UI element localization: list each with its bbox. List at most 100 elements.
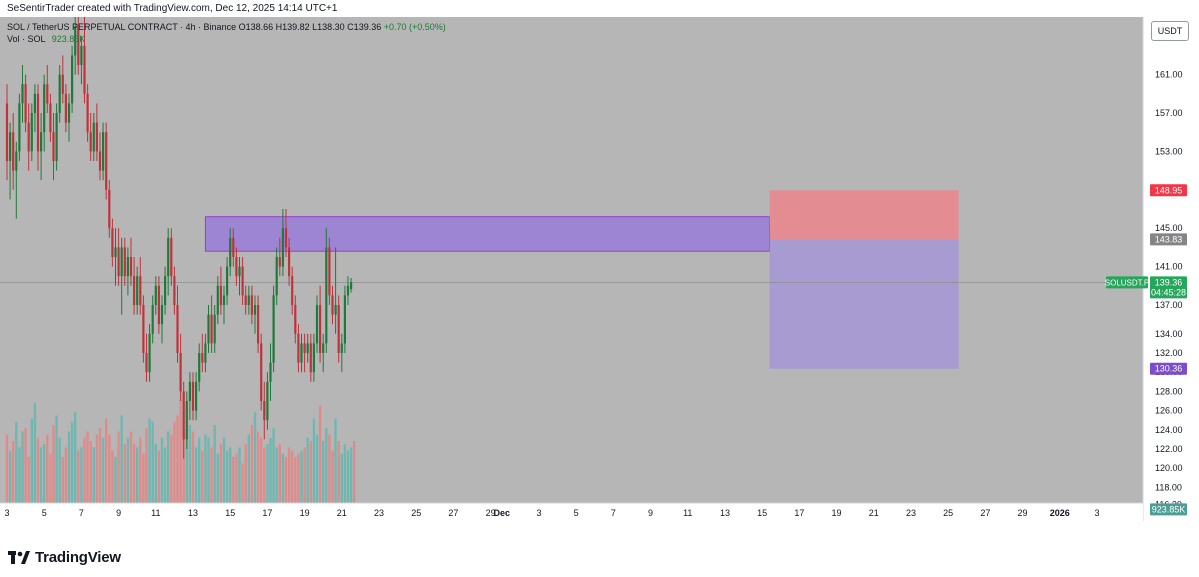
candle-body xyxy=(232,237,235,257)
volume-bar xyxy=(70,421,74,512)
time-tick-label: 5 xyxy=(42,508,47,518)
candle-body xyxy=(83,45,86,94)
candle-body xyxy=(247,295,250,305)
candle-body xyxy=(300,343,303,363)
volume-bar xyxy=(145,428,148,512)
candle-body xyxy=(129,257,133,277)
volume-bar xyxy=(207,437,210,512)
volume-bar xyxy=(58,437,61,512)
volume-bar xyxy=(30,418,33,512)
volume-bar xyxy=(61,457,64,512)
volume-bar xyxy=(247,434,250,512)
candle-body xyxy=(126,257,129,277)
candle-body xyxy=(120,247,123,277)
symbol-badge-label: SOLUSDT.P xyxy=(1105,278,1149,287)
volume-bar xyxy=(281,453,285,512)
candle-body xyxy=(315,305,319,344)
last-price-badge[interactable] xyxy=(1150,276,1187,299)
candle-body xyxy=(95,122,98,152)
volume-bar xyxy=(80,447,83,512)
candle-body xyxy=(61,74,64,94)
symbol-legend[interactable]: SOL / TetherUS PERPETUAL CONTRACT · 4h ·… xyxy=(7,22,446,32)
volume-bar xyxy=(173,421,176,512)
volume-bar xyxy=(86,431,89,512)
time-tick-label: 17 xyxy=(262,508,272,518)
volume-bar xyxy=(328,434,331,512)
candle-body xyxy=(148,333,151,373)
volume-bar xyxy=(238,447,241,512)
time-tick-label: 13 xyxy=(720,508,730,518)
candle-body xyxy=(80,45,83,65)
countdown-badge-label: 04:45:28 xyxy=(1151,287,1186,297)
volume-bar xyxy=(294,457,297,512)
volume-bar xyxy=(83,437,86,512)
volume-bar xyxy=(5,434,9,512)
time-tick-label: 21 xyxy=(337,508,347,518)
price-tick-label: 132.00 xyxy=(1155,348,1183,358)
candle-body xyxy=(244,295,247,305)
candle-body xyxy=(179,353,182,392)
price-tick-label: 153.00 xyxy=(1155,146,1183,156)
volume-bar xyxy=(101,437,105,512)
stop-price-badge[interactable] xyxy=(1150,184,1187,197)
stop-loss-zone[interactable] xyxy=(769,190,959,240)
tradingview-wordmark: TradingView xyxy=(35,549,121,566)
resistance-zone[interactable] xyxy=(204,216,771,252)
price-tick-label: 161.00 xyxy=(1155,70,1183,80)
candle-body xyxy=(291,276,294,305)
target-price-badge[interactable] xyxy=(1150,362,1187,375)
candle-body xyxy=(36,93,40,152)
volume-bar xyxy=(185,437,188,512)
time-tick-label: 9 xyxy=(648,508,653,518)
candle-body xyxy=(297,333,300,363)
candle-body xyxy=(294,305,297,334)
candle-body xyxy=(213,314,216,344)
target-price-badge-label: 130.36 xyxy=(1155,364,1183,374)
candle-body xyxy=(133,276,136,305)
entry-price-badge[interactable] xyxy=(1150,233,1187,246)
volume-bar xyxy=(167,431,170,512)
volume-bar xyxy=(334,418,337,512)
price-axis-background[interactable] xyxy=(1143,17,1199,521)
volume-bar xyxy=(52,425,55,512)
volume-bar xyxy=(27,457,30,512)
candle-body xyxy=(98,151,102,171)
symbol-badge[interactable] xyxy=(1106,276,1148,289)
candle-body xyxy=(108,189,111,229)
volume-badge[interactable] xyxy=(1150,503,1187,516)
volume-bar xyxy=(126,437,130,512)
price-tick-label: 157.00 xyxy=(1155,108,1183,118)
candle-body xyxy=(263,401,266,421)
volume-legend[interactable]: Vol · SOL 923.85K xyxy=(7,34,85,44)
volume-bar xyxy=(132,444,136,512)
candle-body xyxy=(114,247,117,257)
price-chart[interactable]: 165.00161.00157.00153.00145.00141.00137.… xyxy=(0,17,1199,521)
volume-bar xyxy=(154,444,157,512)
candle-body xyxy=(15,151,18,171)
candle-body xyxy=(322,343,325,353)
volume-badge-label: 923.85K xyxy=(1152,504,1186,514)
volume-bar xyxy=(64,447,68,512)
time-tick-label: 19 xyxy=(300,508,310,518)
take-profit-zone[interactable] xyxy=(769,239,959,369)
chart-area[interactable]: 165.00161.00157.00153.00145.00141.00137.… xyxy=(0,17,1199,521)
candle-body xyxy=(123,247,126,277)
candle-body xyxy=(238,266,241,277)
candle-body xyxy=(191,381,195,411)
candle-body xyxy=(176,305,179,353)
volume-bar xyxy=(21,431,24,512)
candle-body xyxy=(182,391,185,440)
candle-body xyxy=(266,381,269,421)
volume-value: 923.85K xyxy=(51,34,86,44)
candle-body xyxy=(160,305,164,325)
volume-bar xyxy=(55,415,58,512)
price-tick-label: 145.00 xyxy=(1155,223,1183,233)
tradingview-logo[interactable]: TradingView xyxy=(8,549,121,566)
currency-button[interactable]: USDT xyxy=(1151,21,1189,41)
candle-body xyxy=(40,132,43,152)
candle-body xyxy=(340,343,343,353)
volume-bar xyxy=(120,415,123,512)
volume-bar xyxy=(77,450,80,512)
volume-bar xyxy=(278,444,281,512)
time-tick-label: 2026 xyxy=(1050,508,1070,518)
